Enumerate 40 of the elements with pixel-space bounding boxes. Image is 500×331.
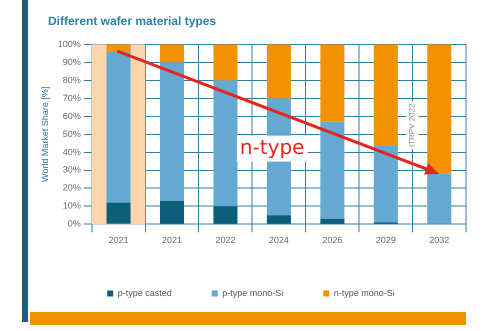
x-tick-label: 2021	[162, 235, 182, 246]
legend-label: p-type mono-Si	[222, 288, 284, 298]
legend-label: p-type casted	[118, 288, 172, 298]
bar	[213, 80, 238, 206]
y-tick-label: 50%	[62, 128, 81, 139]
bar	[160, 200, 184, 224]
y-tick-label: 10%	[62, 200, 81, 211]
y-tick-label: 90%	[62, 56, 81, 67]
bar	[106, 44, 131, 52]
bar	[320, 44, 344, 122]
legend-label: n-type mono-Si	[334, 288, 395, 298]
x-tick-label: 2021	[108, 235, 129, 246]
bar	[320, 122, 344, 219]
bar	[213, 44, 238, 80]
y-tick-label: 20%	[62, 182, 81, 193]
y-tick-label: 80%	[62, 74, 81, 85]
bar	[106, 202, 131, 224]
annotation: n-type	[240, 134, 304, 159]
annotation: ITRPV 2022	[408, 102, 417, 148]
y-tick-label: 0%	[68, 218, 81, 229]
bar	[374, 44, 398, 146]
x-tick-label: 2022	[215, 235, 236, 246]
bar	[266, 215, 291, 224]
bar	[266, 44, 291, 98]
x-tick-label: 2029	[376, 235, 396, 246]
y-tick-label: 40%	[62, 146, 81, 157]
x-tick-label: 2024	[268, 235, 289, 246]
chart-title: Different wafer material types	[48, 14, 216, 28]
y-tick-label: 100%	[58, 38, 81, 49]
bar	[320, 218, 344, 224]
x-tick-label: 2032	[429, 235, 450, 246]
y-axis-title: World Market Share [%]	[40, 86, 50, 182]
bar	[213, 206, 238, 224]
y-tick-label: 70%	[62, 92, 81, 103]
y-tick-label: 30%	[62, 164, 81, 175]
bar	[160, 44, 184, 62]
bar	[374, 145, 398, 222]
y-tick-label: 60%	[62, 110, 81, 121]
x-tick-label: 2026	[322, 235, 342, 246]
bar	[160, 62, 184, 201]
